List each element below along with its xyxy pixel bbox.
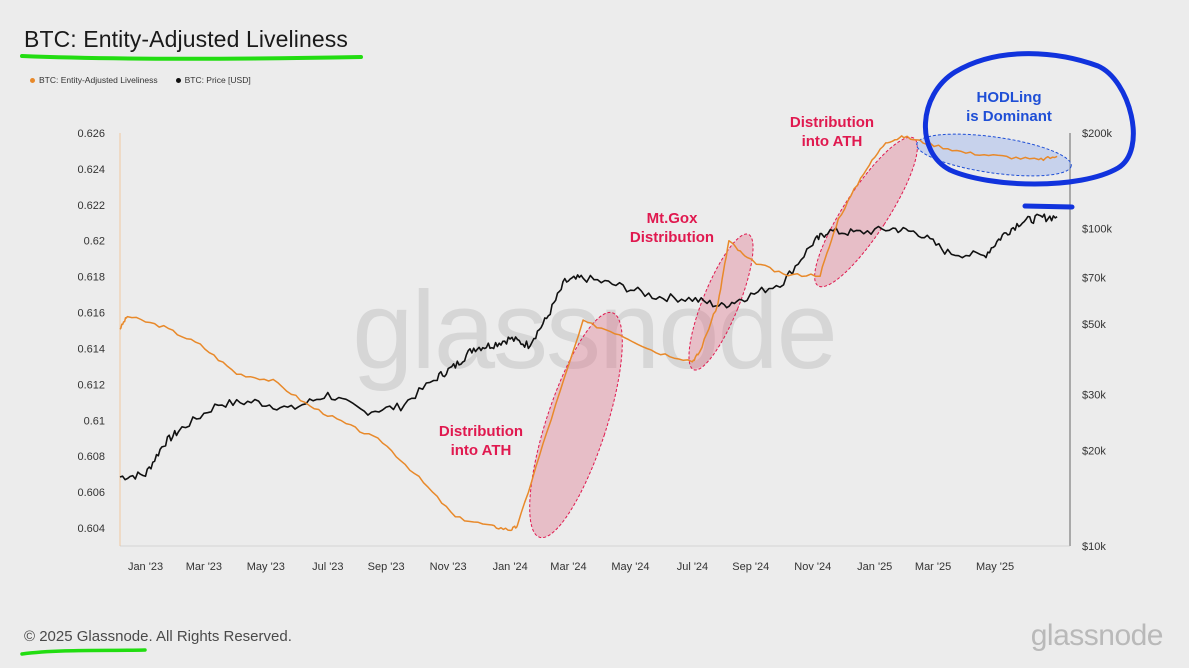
x-tick-label: Sep '24 <box>732 561 769 573</box>
y-left-tick-label: 0.616 <box>77 308 105 320</box>
legend-item-liveliness[interactable]: BTC: Entity-Adjusted Liveliness <box>30 75 158 85</box>
annotation-label: Distribution <box>790 114 874 131</box>
legend: BTC: Entity-Adjusted Liveliness BTC: Pri… <box>30 75 251 85</box>
y-left-tick-label: 0.622 <box>77 200 105 212</box>
highlight-ellipse-distribution-2025 <box>814 136 918 288</box>
annotation-label: is Dominant <box>966 108 1052 125</box>
y-right-tick-label: $100k <box>1082 224 1112 236</box>
x-tick-label: May '25 <box>976 561 1014 573</box>
x-tick-label: Jul '24 <box>677 561 708 573</box>
series-price-line <box>119 213 1058 481</box>
legend-dot-orange <box>30 77 35 83</box>
y-left-tick-label: 0.614 <box>77 343 105 355</box>
x-tick-label: May '23 <box>247 561 285 573</box>
hand-drawn-circle <box>923 51 1136 187</box>
legend-label-liveliness: BTC: Entity-Adjusted Liveliness <box>39 75 158 85</box>
x-tick-label: May '24 <box>611 561 649 573</box>
x-tick-label: Jan '23 <box>128 561 163 573</box>
legend-label-price: BTC: Price [USD] <box>184 75 251 85</box>
title-underline <box>20 54 363 61</box>
x-tick-label: Nov '23 <box>430 561 467 573</box>
x-tick-label: Jul '23 <box>312 561 343 573</box>
annotation-label: into ATH <box>451 442 512 459</box>
y-left-tick-label: 0.618 <box>77 272 105 284</box>
annotation-label: Mt.Gox <box>647 210 698 227</box>
y-left-tick-label: 0.612 <box>77 379 105 391</box>
x-tick-label: Mar '25 <box>915 561 951 573</box>
x-tick-label: Jan '24 <box>493 561 528 573</box>
y-left-tick-label: 0.608 <box>77 451 105 463</box>
glassnode-logo: glassnode <box>1030 619 1164 652</box>
series-liveliness-line <box>119 135 1058 532</box>
y-left-tick-label: 0.606 <box>77 487 105 499</box>
y-left-tick-label: 0.604 <box>77 523 105 535</box>
y-left-tick-label: 0.62 <box>84 236 105 248</box>
y-right-tick-label: $10k <box>1082 541 1106 553</box>
y-right-tick-label: $30k <box>1082 390 1106 402</box>
copyright-footer: © 2025 Glassnode. All Rights Reserved. <box>24 628 292 645</box>
x-tick-label: Nov '24 <box>794 561 831 573</box>
y-left-tick-label: 0.624 <box>77 164 105 176</box>
y-right-tick-label: $200k <box>1082 128 1112 140</box>
y-left-tick-label: 0.626 <box>77 128 105 140</box>
annotation-label: HODLing <box>977 89 1042 106</box>
highlight-ellipse-distribution-2024 <box>529 311 623 539</box>
chart-title: BTC: Entity-Adjusted Liveliness <box>24 26 348 52</box>
y-right-tick-label: $70k <box>1082 273 1106 285</box>
x-tick-label: Sep '23 <box>368 561 405 573</box>
watermark: glassnode <box>352 269 836 392</box>
annotation-label: into ATH <box>802 133 863 150</box>
y-right-tick-label: $20k <box>1082 445 1106 457</box>
legend-dot-black <box>175 77 181 83</box>
annotation-label: Distribution <box>439 423 523 440</box>
annotation-label: Distribution <box>630 229 714 246</box>
hand-drawn-marker <box>1022 203 1075 210</box>
x-tick-label: Jan '25 <box>857 561 892 573</box>
x-tick-label: Mar '23 <box>186 561 222 573</box>
y-right-tick-label: $50k <box>1082 319 1106 331</box>
y-left-tick-label: 0.61 <box>84 415 105 427</box>
legend-item-price[interactable]: BTC: Price [USD] <box>175 75 251 85</box>
x-tick-label: Mar '24 <box>550 561 586 573</box>
footer-underline <box>20 648 147 656</box>
